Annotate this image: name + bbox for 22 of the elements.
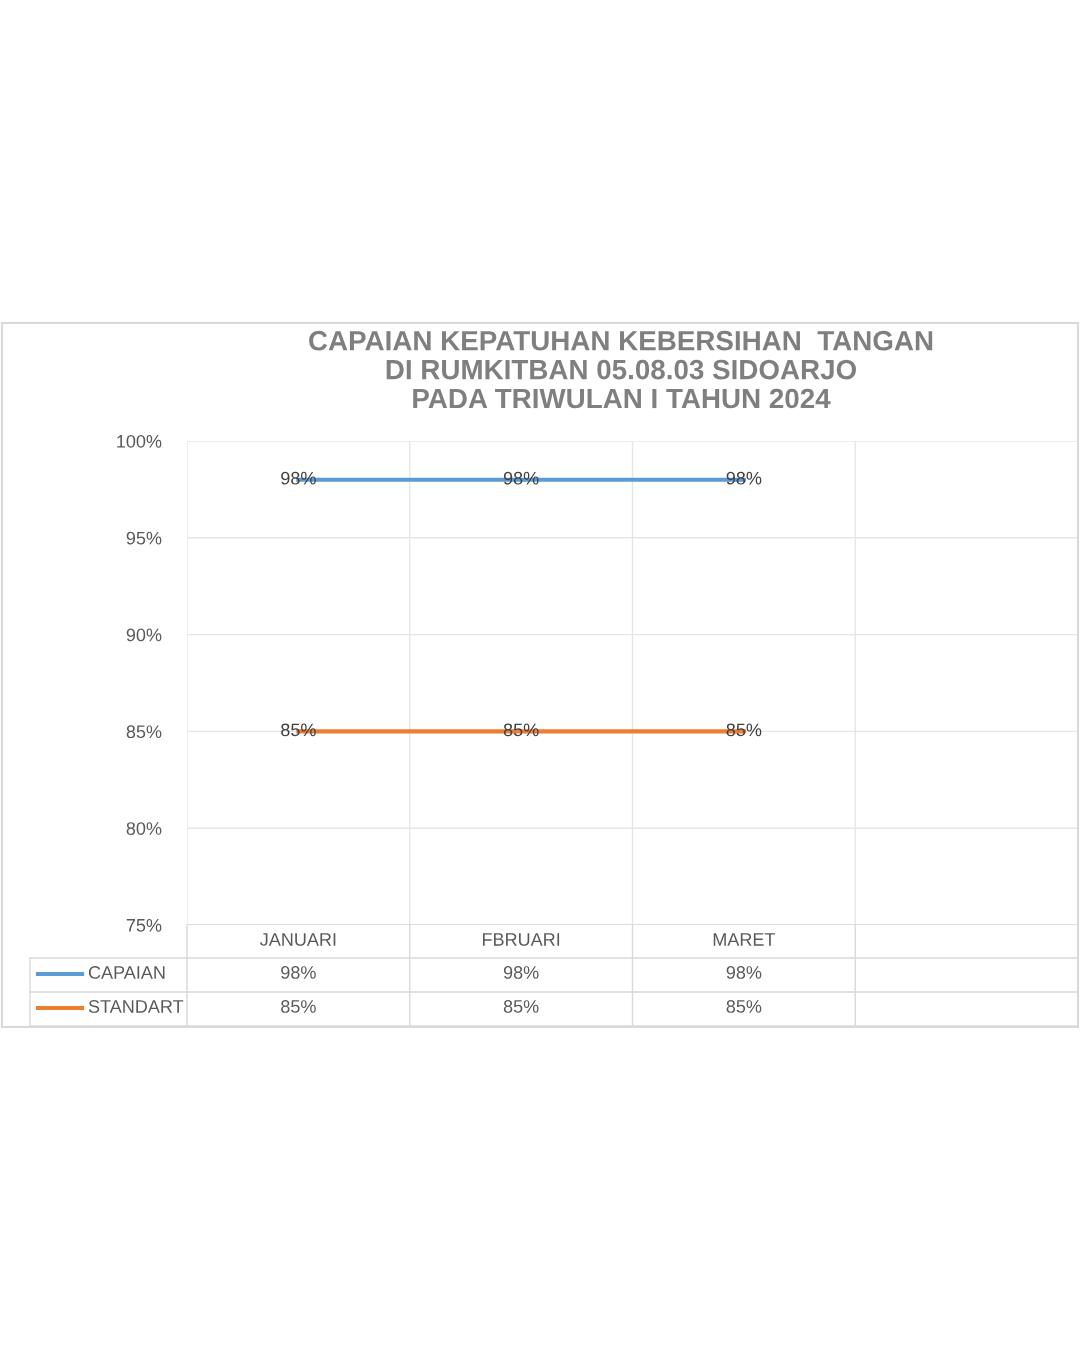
text: 98% [726,471,762,485]
data-label: 98% [281,966,316,979]
text: 85% [281,723,316,737]
legend-label: CAPAIAN [88,966,165,979]
data-label: 85% [503,1000,539,1013]
legend-label: STANDART [88,1000,184,1013]
text: 85% [726,723,762,737]
x-tick-label: JANUARI [260,933,336,946]
y-tick-label: 90% [126,628,162,642]
data-label: 85% [726,1000,762,1013]
y-tick-label: 85% [126,725,162,739]
data-label: 98% [726,966,762,979]
chart-title: CAPAIAN KEPATUHAN KEBERSIHAN TANGAN DI RUMKITBAN 05.08.03 SIDOARJO PADA TRIWULAN I TAHUN 2024 [309,330,933,409]
y-tick-label: 75% [126,919,162,932]
y-tick-label: 80% [126,822,162,835]
data-label: 98% [503,966,539,979]
y-tick-label: 100% [117,434,162,448]
data-label: 85% [281,1000,316,1013]
y-tick-label: 95% [126,531,162,545]
x-tick-label: MARET [713,933,776,946]
x-tick-label: FBRUARI [482,933,560,946]
text: 98% [281,471,316,485]
